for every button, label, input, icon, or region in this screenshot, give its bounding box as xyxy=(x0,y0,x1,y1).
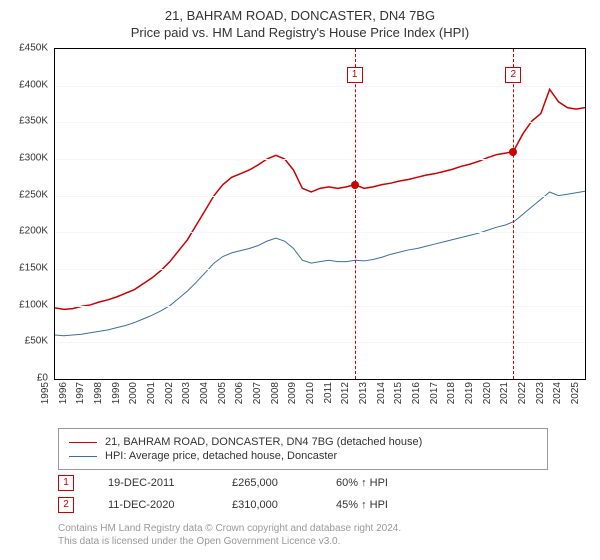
legend-label: HPI: Average price, detached house, Donc… xyxy=(105,450,337,462)
sale-row-marker: 1 xyxy=(58,475,74,491)
gridline-h xyxy=(55,159,585,160)
gridline-h xyxy=(55,269,585,270)
y-tick-label: £400K xyxy=(19,79,48,90)
legend-label: 21, BAHRAM ROAD, DONCASTER, DN4 7BG (det… xyxy=(105,436,422,448)
legend: 21, BAHRAM ROAD, DONCASTER, DN4 7BG (det… xyxy=(58,428,548,470)
sale-date: 19-DEC-2011 xyxy=(108,477,198,489)
sale-row: 2 11-DEC-2020 £310,000 45% ↑ HPI xyxy=(58,494,416,516)
gridline-h xyxy=(55,196,585,197)
chart-container: 21, BAHRAM ROAD, DONCASTER, DN4 7BG Pric… xyxy=(0,0,600,560)
y-tick-label: £350K xyxy=(19,116,48,127)
y-tick-label: £50K xyxy=(25,336,48,347)
chart-title: 21, BAHRAM ROAD, DONCASTER, DN4 7BG xyxy=(0,0,600,23)
gridline-h xyxy=(55,342,585,343)
sale-vline xyxy=(355,49,356,379)
sale-row-marker: 2 xyxy=(58,497,74,513)
y-tick-label: £250K xyxy=(19,189,48,200)
sale-price: £310,000 xyxy=(232,499,302,511)
y-tick-label: £150K xyxy=(19,263,48,274)
legend-swatch xyxy=(69,442,97,443)
sales-table: 1 19-DEC-2011 £265,000 60% ↑ HPI 2 11-DEC-202… xyxy=(58,472,416,516)
sale-marker: 1 xyxy=(347,67,363,83)
legend-swatch xyxy=(69,456,97,457)
gridline-h xyxy=(55,86,585,87)
y-tick-label: £450K xyxy=(19,43,48,54)
sale-row: 1 19-DEC-2011 £265,000 60% ↑ HPI xyxy=(58,472,416,494)
sale-date: 11-DEC-2020 xyxy=(108,499,198,511)
sale-price: £265,000 xyxy=(232,477,302,489)
footer-attribution: Contains HM Land Registry data © Crown c… xyxy=(58,522,401,548)
chart-area: £0£50K£100K£150K£200K£250K£300K£350K£400… xyxy=(8,48,592,408)
y-axis: £0£50K£100K£150K£200K£250K£300K£350K£400… xyxy=(8,48,52,378)
sale-delta: 60% ↑ HPI xyxy=(336,477,416,489)
x-tick-label: 2025 xyxy=(570,382,598,404)
sale-point xyxy=(351,181,359,189)
y-tick-label: £100K xyxy=(19,299,48,310)
footer-line1: Contains HM Land Registry data © Crown c… xyxy=(58,522,401,535)
y-tick-label: £300K xyxy=(19,153,48,164)
gridline-h xyxy=(55,306,585,307)
sale-point xyxy=(509,148,517,156)
gridline-h xyxy=(55,122,585,123)
x-axis: 1995199619971998199920002001200220032004… xyxy=(54,380,584,410)
footer-line2: This data is licensed under the Open Gov… xyxy=(58,535,401,548)
sale-marker: 2 xyxy=(505,67,521,83)
sale-vline xyxy=(513,49,514,379)
plot-area: 12 xyxy=(54,48,586,380)
legend-row: 21, BAHRAM ROAD, DONCASTER, DN4 7BG (det… xyxy=(69,435,537,449)
sale-delta: 45% ↑ HPI xyxy=(336,499,416,511)
legend-row: HPI: Average price, detached house, Donc… xyxy=(69,449,537,463)
y-tick-label: £200K xyxy=(19,226,48,237)
chart-subtitle: Price paid vs. HM Land Registry's House … xyxy=(0,23,600,46)
gridline-h xyxy=(55,232,585,233)
series-hpi xyxy=(55,191,585,335)
line-svg xyxy=(55,49,585,379)
